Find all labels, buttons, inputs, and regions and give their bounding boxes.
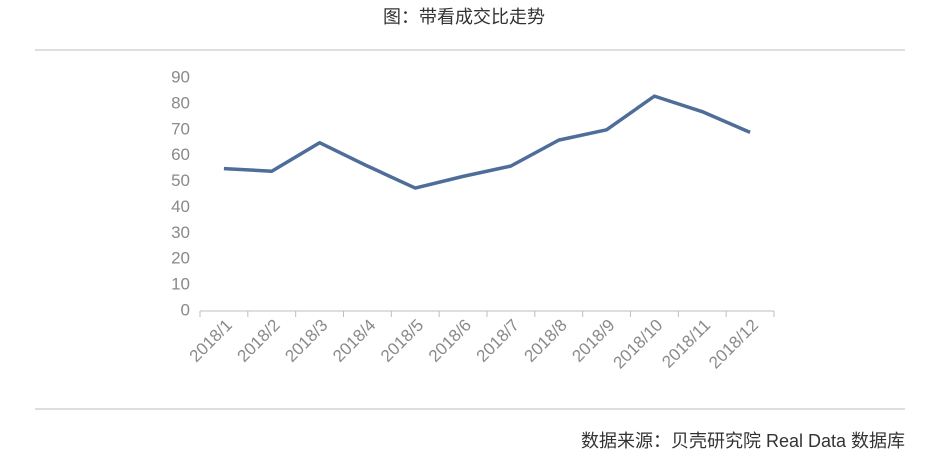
x-tick-label: 2018/11 <box>658 316 714 372</box>
chart-title: 图：带看成交比走势 <box>383 7 545 27</box>
y-tick-label: 0 <box>181 300 190 319</box>
y-tick-label: 20 <box>171 249 190 268</box>
x-tick-label: 2018/2 <box>234 316 284 366</box>
y-tick-label: 60 <box>171 145 190 164</box>
x-tick-label: 2018/3 <box>281 316 331 366</box>
x-tick-label: 2018/10 <box>610 316 667 373</box>
source-note: 数据来源：贝壳研究院 Real Data 数据库 <box>581 431 905 451</box>
x-tick-label: 2018/1 <box>186 316 236 366</box>
data-line <box>223 94 751 190</box>
y-tick-label: 80 <box>171 93 190 112</box>
y-tick-label: 30 <box>171 223 190 242</box>
x-tick-label: 2018/6 <box>425 316 475 366</box>
y-tick-label: 40 <box>171 197 190 216</box>
x-tick-label: 2018/5 <box>377 316 427 366</box>
y-tick-label: 90 <box>171 67 190 86</box>
x-tick-label: 2018/7 <box>473 316 523 366</box>
y-tick-label: 50 <box>171 171 190 190</box>
x-tick-label: 2018/4 <box>329 316 379 366</box>
x-tick-label: 2018/12 <box>705 316 762 373</box>
y-tick-label: 70 <box>171 119 190 138</box>
y-tick-label: 10 <box>171 275 190 294</box>
x-tick-label: 2018/8 <box>521 316 571 366</box>
